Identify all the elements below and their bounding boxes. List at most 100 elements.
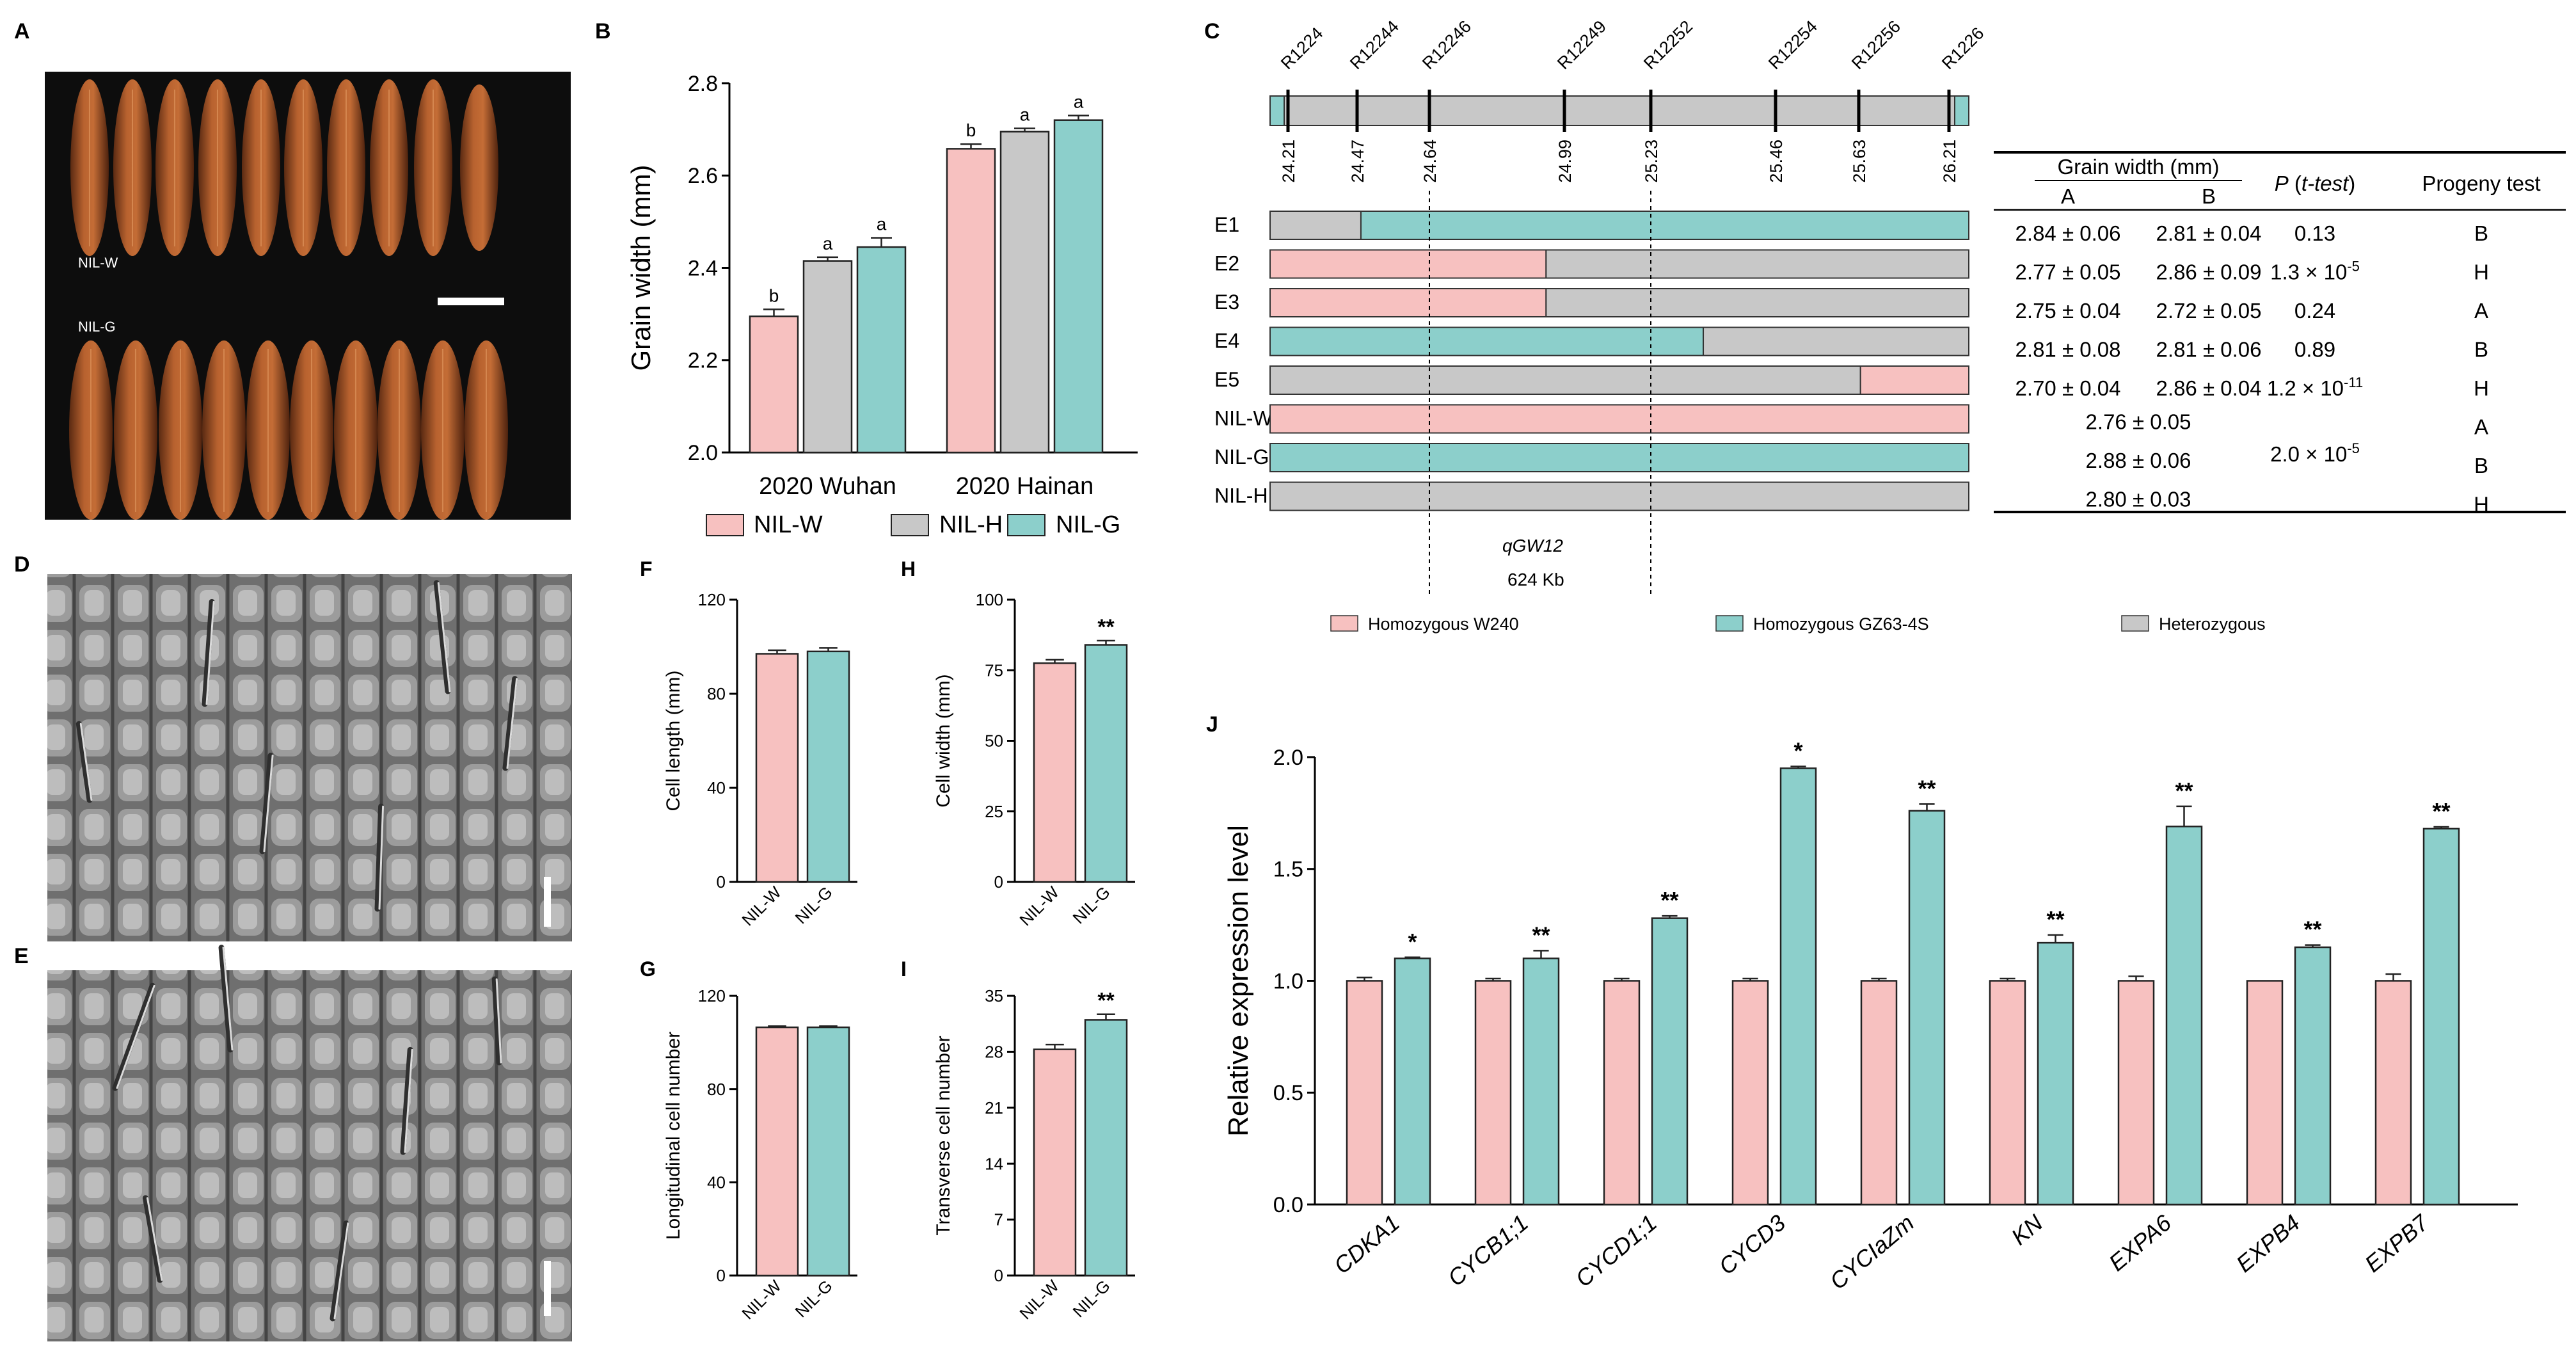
sem-hair-highlight — [506, 678, 518, 769]
y-tick-label: 2.4 — [688, 256, 718, 280]
y-axis-label: Grain width (mm) — [626, 164, 656, 371]
bar-nil-w — [1989, 980, 2026, 1206]
y-tick-label: 2.0 — [1273, 746, 1303, 770]
sem-hair — [400, 1046, 413, 1155]
significance-letter: b — [966, 120, 976, 140]
qtl-label: qGW12 — [1502, 536, 1563, 556]
legend-swatch-w240 — [1330, 615, 1358, 632]
sem-hair-highlight — [222, 947, 234, 1051]
bar-nil-g — [1522, 957, 1560, 1206]
table-header-progeny: Progeny test — [2422, 172, 2540, 195]
y-tick-label: 14 — [985, 1154, 1003, 1173]
bar-nil-g — [806, 650, 850, 883]
legend-label-het: Heterozygous — [2159, 614, 2266, 634]
marker-label: R12246 — [1419, 17, 1475, 73]
table-cell-b: 2.81 ± 0.06 — [2156, 338, 2262, 362]
bar-nil-w — [755, 1026, 799, 1277]
chart-f-cell-length: 0 40 80 120 Cell length (mm) NIL-W NIL-G — [663, 590, 857, 929]
bar-nil-g — [1394, 957, 1431, 1206]
x-category-label: NIL-G — [791, 1276, 836, 1321]
bar-nil-g — [806, 1026, 850, 1277]
table-cell-p: 0.13 — [2294, 221, 2335, 245]
y-tick-label: 25 — [985, 802, 1003, 821]
genotype-segment — [1269, 481, 1969, 511]
bar-nil-w — [1033, 1048, 1077, 1277]
panel-label-e: E — [14, 944, 29, 968]
sem-hair-highlight — [146, 1197, 163, 1281]
significance-mark: ** — [1532, 922, 1550, 948]
sem-hair-highlight — [333, 1222, 349, 1320]
y-tick-label: 1.5 — [1273, 858, 1303, 882]
scale-bar-e — [544, 1261, 551, 1316]
panel-label-c: C — [1204, 19, 1220, 44]
bar-nil-w — [1603, 980, 1641, 1206]
genotype-segment — [1545, 249, 1970, 279]
y-tick-label: 7 — [994, 1210, 1003, 1229]
sem-hair — [502, 676, 518, 771]
sem-hair — [433, 580, 451, 694]
table-cell-b: 2.86 ± 0.09 — [2156, 260, 2262, 284]
genotype-segment — [1545, 288, 1970, 317]
line-label: E1 — [1214, 213, 1239, 236]
chromosome-end-left — [1269, 95, 1285, 126]
panel-label-h: H — [901, 557, 916, 580]
panel-label-j: J — [1206, 712, 1218, 737]
marker-position: 25.23 — [1642, 140, 1661, 183]
gene-label: CYCD1;1 — [1570, 1210, 1662, 1292]
line-label: NIL-G — [1214, 445, 1269, 468]
x-category-label: NIL-W — [738, 883, 785, 930]
bar-nil-w — [2374, 980, 2412, 1206]
legend-swatch-het — [2121, 615, 2149, 632]
table-cell-progeny: B — [2474, 454, 2488, 477]
table-cell-p: 1.3 × 10-5 — [2270, 259, 2360, 284]
table-cell-p: 1.2 × 10-11 — [2267, 374, 2363, 400]
marker-label: R1224 — [1277, 24, 1326, 73]
y-tick-label: 35 — [985, 986, 1003, 1005]
panel-a-photo: NIL-W NIL-G — [45, 72, 571, 520]
chart-j-relative-expression: 0.0 0.5 1.0 1.5 2.0 Relative expression level… — [1223, 738, 2518, 1295]
table-cell-nil-mean: 2.80 ± 0.03 — [2086, 488, 2191, 511]
y-tick-label: 21 — [985, 1098, 1003, 1117]
bar-nil-w — [1474, 980, 1512, 1206]
marker-position: 25.46 — [1767, 140, 1786, 183]
x-category-label: 2020 Wuhan — [759, 473, 896, 500]
panel-label-d: D — [14, 552, 30, 577]
bar-nil-g — [2037, 941, 2074, 1206]
legend-swatch-nil-h — [891, 514, 929, 536]
sem-hair-highlight — [205, 600, 215, 705]
table-cell-progeny: H — [2474, 260, 2489, 284]
table-header-p: P (t-test) — [2275, 172, 2356, 195]
table-cell-nil-mean: 2.76 ± 0.05 — [2086, 410, 2191, 434]
genotype-segment — [1269, 288, 1547, 317]
grain-row-nil-g — [69, 340, 508, 520]
y-tick-label: 0.5 — [1273, 1081, 1303, 1105]
marker-label: R12244 — [1346, 17, 1403, 73]
table-cell-nil-mean: 2.88 ± 0.06 — [2086, 449, 2191, 472]
genotype-segment — [1269, 326, 1705, 356]
table-header-grain-width: Grain width (mm) — [2057, 155, 2219, 179]
genotype-segment — [1269, 443, 1969, 472]
bar-nil-w — [1346, 980, 1383, 1206]
y-tick-label: 2.6 — [688, 164, 718, 188]
panel-e-sem-image — [47, 945, 572, 1341]
chromosome-end-right — [1954, 95, 1969, 126]
bar-nil-w — [2246, 980, 2284, 1206]
bar-nil-g — [1053, 119, 1104, 454]
table-cell-progeny: B — [2474, 221, 2488, 245]
y-tick-label: 50 — [985, 732, 1003, 751]
significance-mark: * — [1408, 929, 1417, 955]
panel-label-i: I — [901, 957, 907, 980]
table-cell-p: 0.89 — [2294, 338, 2335, 362]
sem-hair — [259, 753, 274, 854]
significance-mark: ** — [2175, 778, 2193, 804]
marker-label: R12252 — [1640, 17, 1696, 73]
y-tick-label: 1.0 — [1273, 969, 1303, 993]
table-cell-a: 2.84 ± 0.06 — [2015, 221, 2121, 245]
bar-nil-g — [2165, 826, 2203, 1206]
bar-nil-h — [802, 260, 853, 454]
x-category-label: 2020 Hainan — [956, 473, 1094, 500]
marker-position: 24.21 — [1279, 140, 1298, 183]
bar-nil-g — [856, 246, 907, 454]
y-tick-label: 0 — [994, 1266, 1003, 1285]
